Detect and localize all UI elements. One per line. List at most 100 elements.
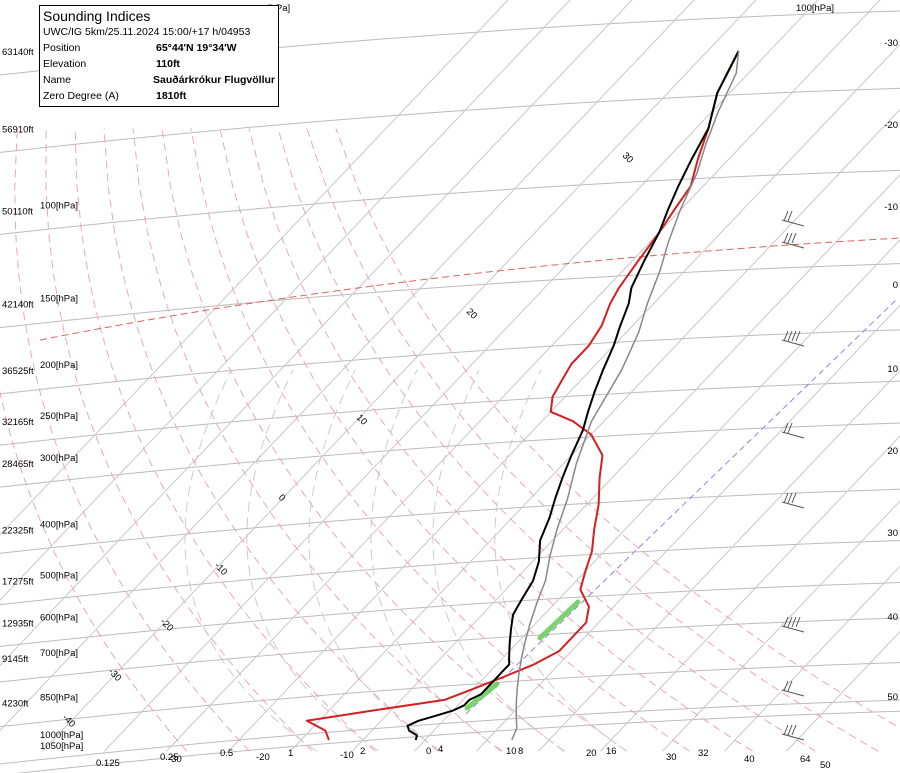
pressure-label: 500[hPa]	[40, 571, 78, 582]
top-label: 100[hPa]	[796, 3, 834, 14]
pressure-label: 700[hPa]	[40, 648, 78, 659]
isotherm-line	[0, 0, 695, 732]
info-title: Sounding Indices	[43, 8, 151, 24]
wind-barb-flag	[791, 724, 797, 736]
bottom-axis-label: 2	[360, 746, 365, 757]
dry-adiabat	[335, 128, 900, 729]
dry-adiabat	[0, 389, 188, 752]
wind-barb-flag	[795, 330, 801, 342]
top-label: [hPa]	[268, 3, 290, 14]
dry-adiabat	[161, 128, 565, 752]
axis-labels: 1050[hPa]1000[hPa]4230ft850[hPa]9145ft70…	[2, 3, 898, 771]
wind-barb-flag	[783, 616, 789, 628]
isobar-line	[0, 422, 900, 488]
right-axis-label: 10	[887, 364, 898, 375]
isotherm-line	[413, 239, 900, 752]
info-model-run: UWC/IG 5km/25.11.2024 15:00/+17 h/04953	[43, 26, 251, 38]
bottom-axis-label: 0.125	[96, 758, 120, 769]
pressure-label: 1000[hPa]	[40, 730, 83, 741]
info-label: Zero Degree (A)	[43, 90, 119, 102]
info-row-name: Name Sauðárkrókur Flugvöllur	[43, 72, 275, 88]
info-value: 1810ft	[156, 90, 187, 102]
info-value: 65°44'N 19°34'W	[156, 42, 237, 54]
isotherm-line	[661, 500, 900, 752]
info-label: Name	[43, 74, 72, 86]
isobar-line	[0, 617, 900, 683]
isotherm-line	[0, 0, 509, 536]
wind-barb-flag	[787, 616, 793, 628]
wind-barb-staff	[781, 241, 805, 249]
altitude-label: 28465ft	[2, 459, 34, 470]
wind-barb-flag	[787, 330, 793, 342]
wind-barb-flag	[787, 724, 793, 736]
moist-adiabat	[308, 369, 441, 752]
isotherm-line	[785, 630, 900, 752]
isobar-line	[0, 380, 900, 446]
isobar-line	[0, 169, 900, 235]
isobar-line	[0, 87, 900, 153]
pressure-label: 250[hPa]	[40, 411, 78, 422]
bottom-axis-label: 50	[820, 760, 831, 771]
bottom-axis-label: 4	[438, 744, 443, 755]
zero-degree-line	[39, 237, 900, 341]
wind-barb-flag	[787, 422, 793, 434]
wind-barb-flag	[783, 724, 789, 736]
wind-barb-staff	[781, 501, 805, 509]
right-axis-label: 20	[887, 446, 898, 457]
bottom-axis-label: 20	[586, 748, 597, 759]
isotherm-line	[41, 0, 757, 752]
altitude-label: 12935ft	[2, 619, 34, 630]
pressure-label: 300[hPa]	[40, 453, 78, 464]
isotherm-line	[0, 0, 571, 601]
isotherm-label: 20	[464, 306, 479, 321]
wind-barb-staff	[781, 431, 805, 439]
wind-barb-flag	[787, 210, 793, 222]
wind-barb-staff	[781, 733, 805, 741]
bottom-axis-label: 64	[800, 754, 811, 765]
dry-adiabat	[74, 128, 376, 752]
info-value: Sauðárkrókur Flugvöllur	[153, 74, 275, 86]
isotherm-label: -20	[158, 616, 175, 633]
info-label: Position	[43, 42, 81, 54]
moist-adiabat	[184, 369, 317, 752]
highlight-segment	[464, 681, 500, 711]
right-axis-label: 0	[893, 280, 898, 291]
info-label: Elevation	[43, 58, 87, 70]
altitude-label: 4230ft	[2, 699, 29, 710]
bottom-axis-label: -30	[168, 754, 182, 765]
highlight-segment	[537, 599, 581, 641]
dry-adiabat	[306, 128, 879, 752]
altitude-label: 63140ft	[2, 47, 34, 58]
wind-barb-flag	[795, 616, 801, 628]
isobar-line	[0, 263, 900, 329]
isotherm-line	[475, 304, 900, 752]
moist-adiabat	[370, 369, 503, 752]
isobar-line	[0, 329, 900, 395]
isotherm-line	[227, 43, 900, 752]
pressure-label: 600[hPa]	[40, 613, 78, 624]
pressure-label: 150[hPa]	[40, 294, 78, 305]
altitude-label: 32165ft	[2, 417, 34, 428]
altitude-label: 36525ft	[2, 366, 34, 377]
sounding-indices-box: Sounding Indices UWC/IG 5km/25.11.2024 1…	[39, 5, 279, 107]
isobar-line	[0, 699, 900, 765]
isobar-line	[0, 488, 900, 554]
wind-barb-flag	[783, 232, 789, 244]
dry-adiabat	[132, 128, 502, 752]
pressure-label: 850[hPa]	[40, 693, 78, 704]
bottom-axis-label: 32	[698, 748, 709, 759]
isotherm-label: 10	[354, 412, 369, 427]
right-axis-label: 40	[887, 612, 898, 623]
bottom-axis-label: 0.5	[220, 748, 233, 759]
altitude-label: 17275ft	[2, 577, 34, 588]
wind-barb-staff	[781, 219, 805, 227]
altitude-label: 42140ft	[2, 300, 34, 311]
wind-barb-flag	[791, 492, 797, 504]
bottom-axis-label: 16	[606, 746, 617, 757]
wind-barb-flag	[783, 492, 789, 504]
dry-adiabat	[45, 128, 313, 752]
altitude-label: 22325ft	[2, 525, 34, 536]
isotherm-label: 30	[620, 150, 635, 165]
